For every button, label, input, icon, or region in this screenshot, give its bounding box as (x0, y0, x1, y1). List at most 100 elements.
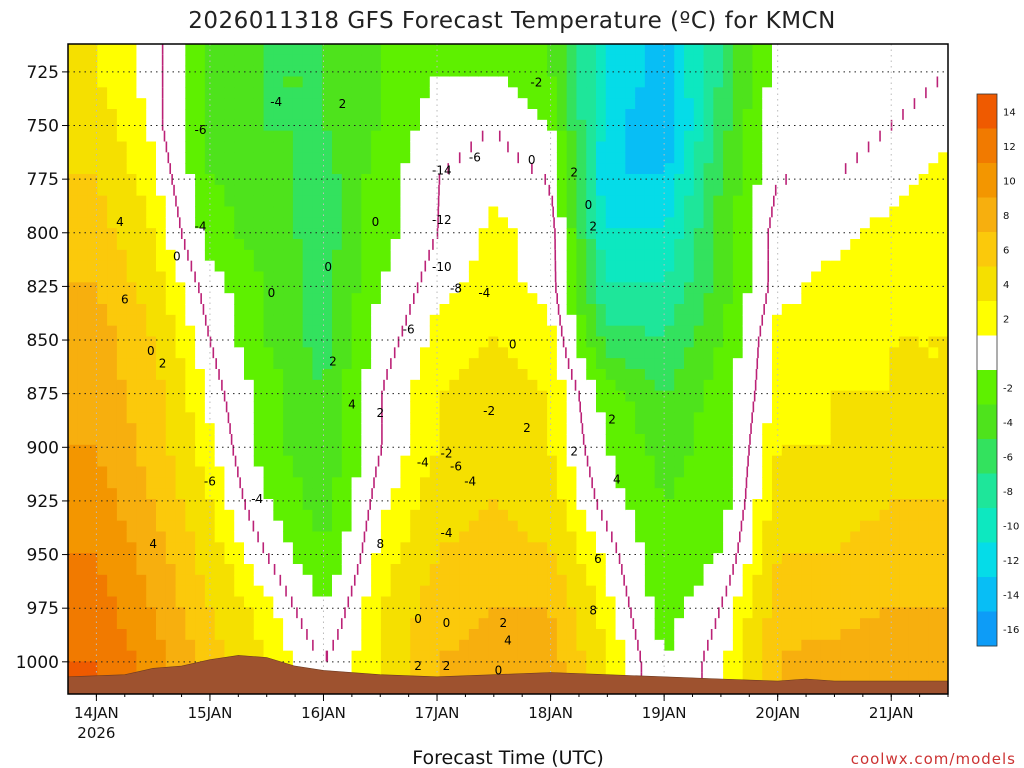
temp-cell (292, 423, 304, 435)
temp-cell (332, 574, 343, 587)
temp-cell (713, 444, 724, 457)
temp-cell (224, 119, 235, 132)
temp-cell (380, 542, 392, 554)
temp-cell (781, 531, 793, 543)
temp-cell (811, 618, 822, 630)
temp-cell (322, 466, 333, 478)
temp-cell (596, 585, 607, 598)
temp-cell (781, 65, 793, 78)
temp-cell (703, 531, 714, 543)
temp-cell (596, 206, 607, 218)
temp-cell (468, 304, 480, 316)
temp-cell (439, 564, 450, 576)
temp-cell (380, 217, 392, 229)
temp-cell (556, 282, 568, 294)
temp-cell (195, 98, 206, 110)
temp-cell (459, 585, 470, 598)
temp-cell (175, 477, 186, 489)
temp-cell (273, 574, 284, 587)
temp-cell (224, 130, 235, 143)
temp-cell (781, 336, 793, 348)
temp-cell (459, 184, 470, 197)
temp-cell (263, 98, 274, 110)
temp-cell (224, 564, 235, 576)
temp-cell (635, 629, 646, 641)
temp-cell (204, 509, 216, 522)
temp-cell (654, 249, 666, 262)
temp-cell (703, 119, 714, 132)
temp-cell (850, 195, 861, 208)
temp-cell (400, 607, 411, 619)
temp-cell (361, 412, 372, 424)
temp-cell (175, 304, 186, 316)
temp-cell (644, 542, 656, 554)
temp-cell (302, 271, 314, 283)
temp-cell (468, 520, 480, 533)
temp-cell (195, 520, 206, 533)
temp-cell (742, 607, 754, 619)
temp-cell (498, 639, 509, 652)
temp-cell (361, 260, 372, 273)
temp-cell (322, 239, 333, 251)
temp-cell (322, 477, 333, 489)
temp-cell (693, 520, 705, 533)
temp-cell (410, 455, 421, 468)
temp-cell (126, 260, 138, 273)
temp-cell (292, 163, 304, 175)
temp-cell (449, 379, 460, 392)
temp-cell (351, 401, 362, 413)
temp-cell (527, 466, 538, 478)
temp-cell (459, 379, 470, 392)
temp-cell (136, 336, 147, 348)
temp-cell (664, 499, 675, 511)
temp-cell (410, 531, 421, 543)
temp-cell (410, 412, 421, 424)
temp-cell (146, 239, 157, 251)
temp-cell (195, 531, 206, 543)
temp-cell (615, 249, 626, 262)
temp-cell (693, 152, 705, 164)
temp-cell (429, 174, 441, 186)
temp-cell (322, 206, 333, 218)
temp-cell (781, 390, 793, 403)
temp-cell (156, 639, 167, 652)
temp-cell (742, 163, 754, 175)
temp-cell (253, 585, 265, 598)
temp-cell (703, 271, 714, 283)
temp-cell (556, 650, 568, 663)
temp-cell (400, 347, 411, 359)
temp-cell (77, 585, 89, 598)
temp-cell (508, 304, 519, 316)
temp-cell (664, 401, 675, 413)
temp-cell (644, 564, 656, 576)
temp-cell (644, 54, 656, 67)
temp-cell (302, 174, 314, 186)
temp-cell (850, 44, 861, 56)
temp-cell (107, 314, 118, 327)
temp-cell (224, 596, 235, 608)
temp-cell (244, 174, 255, 186)
temp-cell (693, 163, 705, 175)
temp-cell (224, 574, 235, 587)
temp-cell (116, 336, 128, 348)
temp-cell (498, 304, 509, 316)
temp-cell (547, 509, 558, 522)
temp-cell (410, 293, 421, 305)
temp-cell (508, 217, 519, 229)
temp-cell (263, 271, 274, 283)
temp-cell (517, 412, 529, 424)
temp-cell (351, 574, 362, 587)
temp-cell (644, 509, 656, 522)
temp-cell (674, 542, 685, 554)
temp-cell (830, 509, 842, 522)
temp-cell (684, 130, 695, 143)
temp-cell (801, 412, 812, 424)
temp-cell (713, 44, 724, 56)
temp-cell (175, 531, 186, 543)
temp-cell (97, 130, 108, 143)
temp-cell (693, 509, 705, 522)
temp-cell (439, 174, 450, 186)
temp-cell (351, 44, 362, 56)
temp-cell (644, 661, 656, 673)
temp-cell (410, 379, 421, 392)
